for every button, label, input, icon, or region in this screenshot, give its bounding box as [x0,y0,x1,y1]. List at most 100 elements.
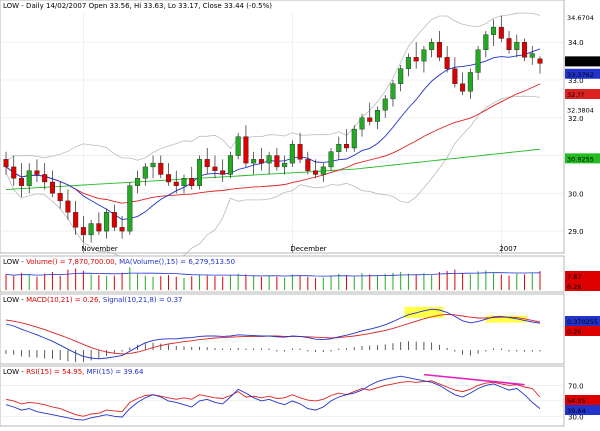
candle-body-1 [11,166,17,179]
candle-body-41 [320,166,326,175]
candle-body-67 [522,42,528,58]
price-y-tick-0: 29.0 [568,228,584,236]
macd-highlights [404,306,527,323]
macd-tag-0-bg [565,316,600,326]
candle-body-0 [3,159,9,168]
price-tag-4-label: 32.?? [567,91,584,99]
candle-body-44 [344,144,350,149]
candle-body-46 [359,117,365,130]
price-tag-0-bg [565,11,600,22]
volume-tag-1-label: 6.28 [567,283,581,291]
bollinger-upper [5,12,541,162]
candle-body-60 [467,72,473,92]
candlesticks [3,15,543,243]
candle-body-31 [243,136,249,164]
candle-body-6 [49,181,55,194]
candle-body-10 [80,227,86,236]
candle-body-12 [96,223,102,232]
macd-title: LOW - MACD(10,21) = 0.26, Signal(10,21,8… [3,296,183,304]
price-tags: 34.6704 33.44 33.3762 32.3804 32.?? 30.9255 [565,11,600,164]
candle-body-26 [204,159,210,168]
price-tag-5-bg [565,153,600,164]
candle-body-51 [398,68,404,84]
macd-line [5,308,541,360]
candle-body-48 [374,110,381,122]
candle-body-45 [351,128,357,149]
price-tag-5-label: 30.9255 [567,155,594,163]
candle-body-54 [421,49,427,62]
candle-body-13 [104,212,110,232]
candle-body-8 [65,200,71,213]
candle-body-68 [529,53,535,58]
volume-tag-0-bg [565,271,600,281]
candle-body-57 [444,57,450,69]
rsi-y-tick-0: 70.0 [568,382,584,390]
macd-tag-1-label: 0.26 [567,328,581,336]
candle-body-56 [436,42,442,58]
candle-body-14 [111,212,117,228]
macd-tag-1-bg [565,326,600,336]
candle-body-3 [26,170,32,186]
candle-body-5 [42,174,48,183]
price-y-tick-3: 32.0 [568,115,584,123]
candle-body-58 [452,68,458,84]
macd-histogram [5,341,541,362]
price-tag-1-bg [565,56,600,67]
rsi-tag-1-bg [565,405,600,415]
volume-tag-1-bg [565,281,600,291]
candle-body-36 [282,162,288,168]
candle-body-39 [305,159,311,171]
volume-bars [5,267,541,290]
rsi-title-mfi: MFI(15) = 39.64 [87,368,144,376]
candle-body-30 [235,136,241,156]
candle-body-28 [220,170,226,175]
macd-lines [5,308,541,360]
candle-body-63 [491,26,497,35]
candle-body-64 [498,26,504,39]
x-tick-1: December [290,245,326,253]
candle-body-66 [514,42,520,50]
candle-body-62 [483,34,489,50]
candle-body-59 [460,83,466,92]
candle-body-52 [405,57,411,69]
price-tag-3-bg [565,104,600,115]
candle-body-65 [506,38,512,50]
mfi-line [5,375,541,421]
rsi-tag-0-label: 54.95 [567,397,586,405]
candle-body-21 [165,174,172,183]
price-panel-title: LOW - Daily 14/02/2007 Open 33.56, Hi 33… [3,2,272,10]
rsi-title: LOW - RSI(15) = 54.95, MFI(15) = 39.64 [3,368,144,376]
candle-body-2 [18,178,24,186]
macd-title-ticker: LOW - [3,296,26,304]
rsi-tag-0-bg [565,395,600,405]
rsi-y-tick-2: 30.0 [568,413,584,421]
candle-body-27 [212,166,218,171]
candle-body-20 [158,162,164,175]
candle-body-4 [34,170,40,175]
candle-body-32 [251,159,257,164]
macd-highlight-1 [404,306,444,318]
volume-title-ma: MA(Volume(),15) = 6,279,513.50 [119,258,235,266]
macd-tag-0-label: 0.370255 [567,318,598,326]
candle-body-43 [336,144,342,152]
rsi-title-value: RSI(15) = 54.95, [26,368,87,376]
rsi-gridlines [0,385,564,417]
candle-body-40 [313,170,319,175]
moving-average-mid [5,83,541,204]
price-tag-2-bg [565,68,600,79]
volume-title: LOW - Volume() = 7,870,700.00, MA(Volume… [3,258,235,266]
candle-body-35 [274,155,280,168]
candle-body-25 [196,159,203,186]
rsi-trendline [423,373,525,386]
macd-title-signal: Signal(10,21,8) = 0.37 [103,296,183,304]
moving-average-long [5,148,541,191]
volume-title-value: Volume() = 7,870,700.00, [26,258,119,266]
candle-body-11 [88,223,94,236]
price-tag-4-bg [565,89,600,99]
macd-title-value: MACD(10,21) = 0.26, [26,296,103,304]
candle-body-38 [297,144,303,160]
rsi-tags: 54.95 39.64 [565,395,600,415]
candle-body-22 [173,181,179,186]
candle-body-69 [537,58,543,64]
